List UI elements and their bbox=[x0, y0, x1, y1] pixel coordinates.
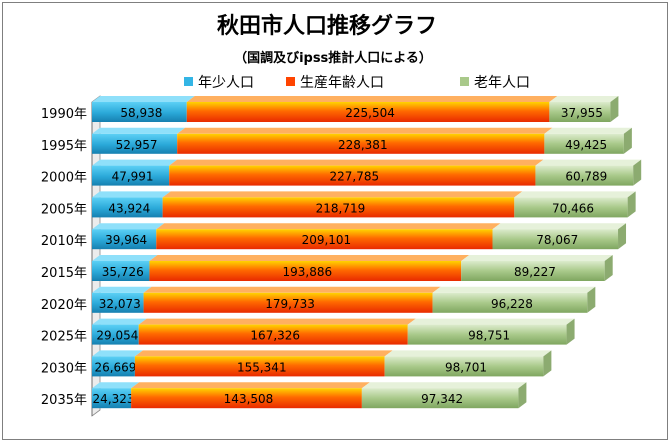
category-label-8: 2030年 bbox=[41, 361, 87, 376]
category-label-5: 2015年 bbox=[41, 266, 87, 281]
data-label-1-3: 218,719 bbox=[316, 201, 366, 215]
data-label-0-5: 35,726 bbox=[102, 265, 144, 279]
bar-1-6 bbox=[143, 286, 441, 313]
legend-label-0: 年少人口 bbox=[198, 75, 254, 91]
bar-2-6 bbox=[432, 286, 596, 313]
data-label-1-6: 179,733 bbox=[265, 297, 315, 311]
data-label-1-4: 209,101 bbox=[302, 233, 352, 247]
bar-0-2 bbox=[92, 159, 178, 186]
category-label-3: 2005年 bbox=[41, 202, 87, 217]
bar-0-6 bbox=[92, 286, 152, 313]
category-labels: 1990年 1995年 2000年 2005年 2010年 2015年 2020年 2025年… bbox=[41, 107, 87, 408]
bar-1-3 bbox=[162, 191, 523, 218]
bar-0-7 bbox=[92, 318, 147, 345]
data-label-1-5: 193,886 bbox=[283, 265, 333, 279]
bar-0-4 bbox=[92, 223, 165, 250]
bar-1-8 bbox=[134, 350, 393, 377]
legend-label-1: 生産年齢人口 bbox=[300, 75, 384, 91]
data-label-0-6: 32,073 bbox=[99, 297, 141, 311]
data-label-2-3: 70,466 bbox=[552, 201, 594, 215]
bar-2-9 bbox=[361, 382, 527, 409]
bar-1-7 bbox=[138, 318, 416, 345]
data-label-2-5: 89,227 bbox=[514, 265, 556, 279]
legend-swatch-1 bbox=[286, 77, 295, 86]
category-label-6: 2020年 bbox=[41, 298, 87, 313]
bar-0-9 bbox=[92, 382, 140, 409]
chart-title: 秋田市人口推移グラフ bbox=[217, 13, 437, 39]
bar-1-5 bbox=[149, 255, 470, 281]
category-label-0: 1990年 bbox=[41, 107, 87, 122]
bar-0-0 bbox=[92, 96, 195, 122]
legend: 年少人口 生産年齢人口 老年人口 bbox=[184, 75, 530, 91]
chart-subtitle: （国調及びipss推計人口による） bbox=[234, 50, 432, 66]
data-label-2-8: 98,701 bbox=[445, 360, 487, 374]
data-label-1-8: 155,341 bbox=[237, 360, 287, 374]
data-label-2-0: 37,955 bbox=[561, 106, 603, 120]
legend-swatch-2 bbox=[460, 77, 469, 86]
data-label-0-7: 29,054 bbox=[96, 329, 138, 343]
category-label-1: 1995年 bbox=[41, 139, 87, 154]
bar-0-3 bbox=[92, 191, 171, 218]
data-label-2-7: 98,751 bbox=[468, 329, 510, 343]
bar-2-2 bbox=[535, 159, 642, 186]
data-label-0-9: 24,323 bbox=[93, 392, 135, 406]
data-label-2-1: 49,425 bbox=[565, 138, 607, 152]
data-label-0-0: 58,938 bbox=[120, 106, 162, 120]
data-label-0-1: 52,957 bbox=[116, 138, 158, 152]
data-label-0-2: 47,991 bbox=[112, 170, 154, 184]
bar-2-0 bbox=[549, 96, 619, 122]
category-label-2: 2000年 bbox=[41, 171, 87, 186]
data-label-1-7: 167,326 bbox=[250, 329, 300, 343]
bar-1-1 bbox=[177, 127, 553, 154]
data-label-2-2: 60,789 bbox=[565, 170, 607, 184]
bar-2-3 bbox=[514, 191, 636, 218]
data-label-2-6: 96,228 bbox=[491, 297, 533, 311]
data-label-1-9: 143,508 bbox=[224, 392, 274, 406]
bar-1-9 bbox=[131, 382, 370, 409]
category-label-9: 2035年 bbox=[41, 393, 87, 408]
bar-2-8 bbox=[384, 350, 552, 377]
bar-2-7 bbox=[407, 318, 575, 345]
bar-2-4 bbox=[492, 223, 627, 250]
bar-1-0 bbox=[186, 96, 558, 122]
legend-swatch-0 bbox=[184, 77, 193, 86]
bar-2-1 bbox=[544, 127, 632, 154]
data-label-1-0: 225,504 bbox=[345, 106, 395, 120]
bar-1-4 bbox=[156, 223, 501, 250]
category-label-7: 2025年 bbox=[41, 330, 87, 345]
bar-2-5 bbox=[461, 255, 613, 281]
data-label-1-2: 227,785 bbox=[329, 170, 379, 184]
data-label-1-1: 228,381 bbox=[338, 138, 388, 152]
bars: 58,938 225,504 37,955 52,957 228,381 49,425 47… bbox=[92, 96, 642, 409]
bar-1-2 bbox=[169, 159, 544, 186]
data-label-2-4: 78,067 bbox=[536, 233, 578, 247]
data-label-2-9: 97,342 bbox=[421, 392, 463, 406]
data-label-0-8: 26,669 bbox=[94, 360, 136, 374]
bar-0-8 bbox=[92, 350, 143, 377]
bar-0-1 bbox=[92, 127, 186, 154]
data-label-0-3: 43,924 bbox=[108, 201, 150, 215]
bar-0-5 bbox=[92, 255, 158, 281]
data-label-0-4: 39,964 bbox=[105, 233, 147, 247]
category-label-4: 2010年 bbox=[41, 234, 87, 249]
legend-label-2: 老年人口 bbox=[474, 75, 530, 91]
